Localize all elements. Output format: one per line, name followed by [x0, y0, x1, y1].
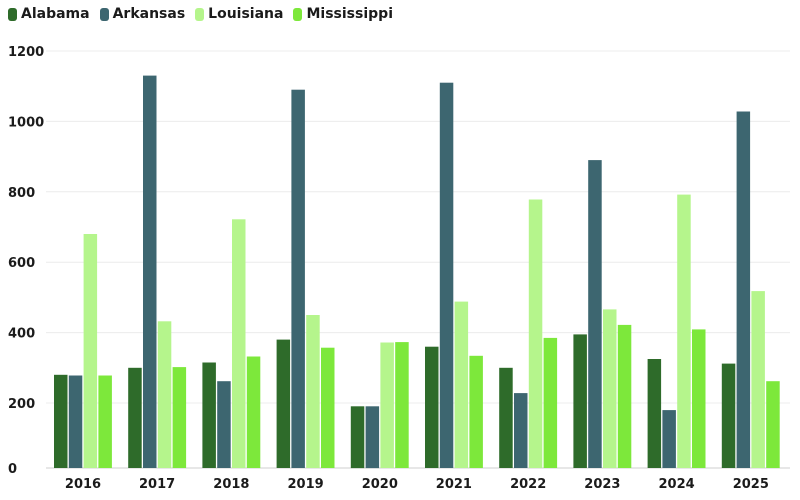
- bar-mississippi-2020: [395, 342, 409, 468]
- bar-mississippi-2025: [766, 381, 780, 468]
- y-tick-label-600: 600: [8, 256, 35, 271]
- bar-mississippi-2022: [543, 337, 558, 468]
- bar-mississippi-2023: [617, 324, 632, 468]
- bar-mississippi-2021: [469, 355, 483, 468]
- bar-alabama-2020: [350, 406, 365, 469]
- bar-louisiana-2016: [83, 234, 98, 468]
- bar-mississippi-2017: [172, 367, 187, 468]
- bar-alabama-2019: [276, 339, 291, 468]
- bar-louisiana-2021: [454, 301, 469, 468]
- bar-mississippi-2018: [246, 356, 261, 468]
- bar-louisiana-2017: [157, 321, 172, 468]
- x-tick-label-2016: 2016: [65, 477, 101, 492]
- legend-item-mississippi: Mississippi: [293, 6, 393, 22]
- y-tick-label-400: 400: [8, 327, 35, 342]
- bar-arkansas-2019: [291, 89, 305, 468]
- bar-alabama-2016: [54, 374, 68, 468]
- x-tick-label-2022: 2022: [510, 477, 546, 492]
- bar-arkansas-2018: [217, 381, 231, 468]
- bar-alabama-2022: [499, 367, 513, 468]
- bar-alabama-2025: [721, 363, 736, 468]
- x-tick-label-2018: 2018: [213, 477, 249, 492]
- bar-louisiana-2018: [232, 219, 246, 468]
- bar-alabama-2017: [128, 367, 142, 468]
- x-tick-label-2020: 2020: [362, 477, 398, 492]
- x-tick-label-2019: 2019: [288, 477, 324, 492]
- bars-layer: [54, 75, 780, 469]
- legend-label-mississippi: Mississippi: [306, 6, 393, 22]
- bar-louisiana-2019: [306, 315, 320, 468]
- bar-arkansas-2024: [662, 410, 676, 468]
- bar-mississippi-2024: [692, 329, 706, 468]
- bar-arkansas-2025: [736, 111, 751, 468]
- y-tick-label-200: 200: [8, 397, 35, 412]
- bar-louisiana-2024: [677, 194, 691, 468]
- y-axis-ticks: 0 200 400 600 800 1000 1200: [8, 45, 44, 477]
- legend-swatch-louisiana: [195, 7, 205, 21]
- bar-louisiana-2023: [603, 309, 617, 468]
- bar-louisiana-2020: [380, 342, 394, 468]
- bar-arkansas-2017: [143, 75, 157, 468]
- bar-alabama-2018: [202, 362, 216, 468]
- bar-arkansas-2020: [365, 406, 380, 469]
- y-tick-label-1200: 1200: [8, 45, 44, 60]
- y-tick-label-1000: 1000: [8, 115, 44, 130]
- x-axis-ticks: 2016 2017 2018 2019 2020 2021 2022 2023 2024 2025: [65, 477, 769, 492]
- legend-label-louisiana: Louisiana: [208, 6, 284, 22]
- bar-arkansas-2021: [439, 82, 454, 468]
- bar-alabama-2024: [647, 359, 662, 468]
- legend-swatch-mississippi: [293, 7, 303, 21]
- x-tick-label-2025: 2025: [733, 477, 769, 492]
- x-tick-label-2021: 2021: [436, 477, 472, 492]
- y-tick-label-800: 800: [8, 186, 35, 201]
- bar-alabama-2021: [425, 346, 439, 468]
- bar-mississippi-2019: [321, 347, 335, 468]
- legend-item-arkansas: Arkansas: [99, 6, 186, 22]
- bar-arkansas-2016: [68, 375, 83, 468]
- bar-arkansas-2023: [588, 160, 602, 468]
- legend-item-alabama: Alabama: [8, 6, 90, 22]
- x-tick-label-2024: 2024: [659, 477, 695, 492]
- legend: Alabama Arkansas Louisiana Mississippi: [8, 6, 393, 22]
- x-tick-label-2023: 2023: [584, 477, 620, 492]
- legend-item-louisiana: Louisiana: [195, 6, 283, 22]
- legend-label-alabama: Alabama: [21, 6, 90, 22]
- legend-swatch-alabama: [8, 7, 17, 21]
- bar-louisiana-2022: [528, 199, 543, 468]
- bar-louisiana-2025: [751, 291, 765, 468]
- bar-mississippi-2016: [98, 375, 112, 468]
- legend-swatch-arkansas: [99, 7, 109, 21]
- bar-alabama-2023: [573, 334, 587, 468]
- x-tick-label-2017: 2017: [139, 477, 175, 492]
- y-tick-label-0: 0: [8, 462, 17, 477]
- bar-arkansas-2022: [514, 393, 528, 468]
- legend-label-arkansas: Arkansas: [112, 6, 186, 22]
